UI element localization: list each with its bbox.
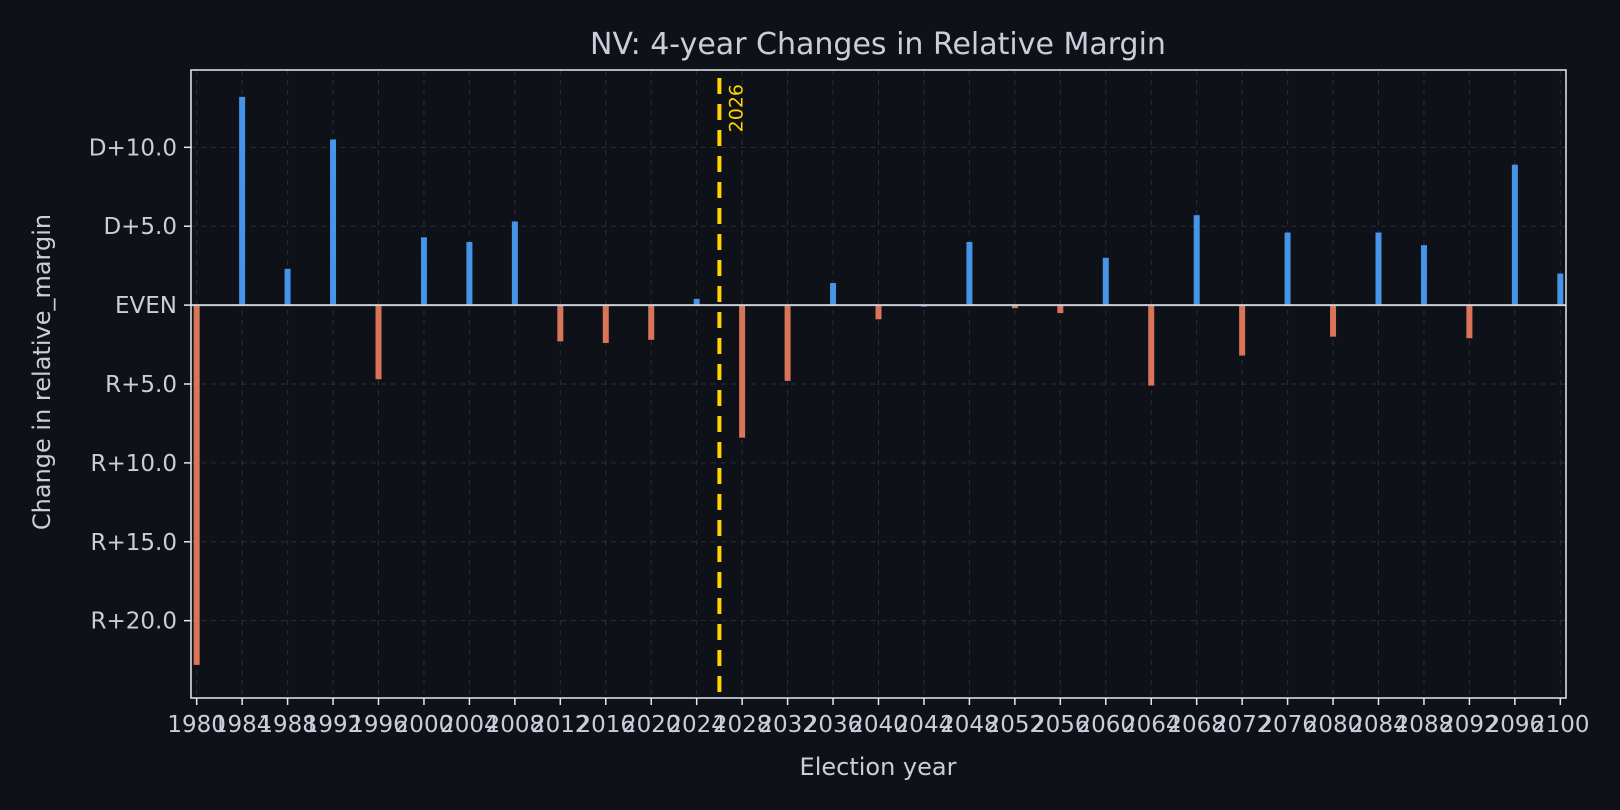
bar-2076 (1284, 232, 1291, 306)
x-tick-label-2032: 2032 (758, 712, 817, 738)
bar-2000 (420, 237, 427, 306)
bar-2052 (1011, 305, 1018, 309)
bar-2088 (1420, 245, 1427, 306)
bar-2016 (602, 305, 609, 343)
bar-2008 (511, 221, 518, 306)
bar-2100 (1557, 273, 1564, 306)
bar-2028 (739, 305, 746, 438)
x-tick-label-2040: 2040 (849, 712, 908, 738)
bar-2096 (1511, 164, 1518, 306)
x-tick-label-2036: 2036 (804, 712, 863, 738)
x-tick-label-2068: 2068 (1167, 712, 1226, 738)
y-tick-label: D+5.0 (103, 214, 177, 240)
y-tick-label: D+10.0 (89, 135, 177, 161)
bar-1996 (375, 305, 382, 380)
bar-2040 (875, 305, 882, 320)
bar-2012 (557, 305, 564, 342)
x-tick-label-2056: 2056 (1031, 712, 1090, 738)
bar-2048 (966, 241, 973, 306)
y-tick-label: R+15.0 (91, 530, 177, 556)
x-tick-label-2024: 2024 (667, 712, 726, 738)
bar-1980 (193, 305, 200, 665)
bar-2024 (693, 298, 700, 306)
bar-2080 (1330, 305, 1337, 337)
y-tick-labels: D+10.0 D+5.0 EVEN R+5.0 R+10.0 R+15.0 R+20.0 (89, 135, 191, 635)
bar-2068 (1193, 215, 1200, 306)
y-axis-label: Change in relative_margin (28, 214, 56, 530)
x-tick-label-2088: 2088 (1395, 712, 1454, 738)
bar-2020 (648, 305, 655, 340)
bars (193, 96, 1564, 665)
x-tick-label-2072: 2072 (1213, 712, 1272, 738)
x-tick-label-2048: 2048 (940, 712, 999, 738)
bar-1988 (284, 268, 291, 306)
x-tick-label-2080: 2080 (1304, 712, 1363, 738)
x-tick-label-2004: 2004 (440, 712, 499, 738)
x-tick-label-2100: 2100 (1531, 712, 1590, 738)
x-tick-label-2084: 2084 (1349, 712, 1408, 738)
x-tick-label-2060: 2060 (1076, 712, 1135, 738)
bar-2036 (830, 283, 837, 306)
x-tick-label-2000: 2000 (395, 712, 454, 738)
x-tick-label-2028: 2028 (713, 712, 772, 738)
y-tick-label: R+20.0 (91, 609, 177, 635)
x-tick-label-2044: 2044 (895, 712, 954, 738)
x-tick-label-2064: 2064 (1122, 712, 1181, 738)
bar-1984 (239, 96, 246, 306)
x-tick-label-2096: 2096 (1486, 712, 1545, 738)
x-tick-label-1996: 1996 (349, 712, 408, 738)
x-tick-labels: 1980198419881992199620002004200820122016… (167, 698, 1590, 738)
x-tick-label-2052: 2052 (986, 712, 1045, 738)
x-tick-label-1988: 1988 (258, 712, 317, 738)
bar-2072 (1239, 305, 1246, 356)
x-tick-label-2008: 2008 (486, 712, 545, 738)
bar-2056 (1057, 305, 1064, 313)
bar-2092 (1466, 305, 1473, 339)
overlay: 2026 (191, 78, 1566, 698)
y-tick-label: EVEN (115, 293, 177, 319)
x-tick-label-1984: 1984 (213, 712, 272, 738)
marker-label-2026: 2026 (725, 84, 747, 132)
x-tick-label-2076: 2076 (1258, 712, 1317, 738)
x-tick-label-2020: 2020 (622, 712, 681, 738)
bar-1992 (330, 139, 337, 306)
x-tick-label-1992: 1992 (304, 712, 363, 738)
bar-2084 (1375, 232, 1382, 306)
x-tick-label-2016: 2016 (576, 712, 635, 738)
bar-2032 (784, 305, 791, 381)
x-axis-label: Election year (800, 753, 957, 781)
x-tick-label-2012: 2012 (531, 712, 590, 738)
x-tick-label-1980: 1980 (167, 712, 226, 738)
bar-2064 (1148, 305, 1155, 386)
x-tick-label-2092: 2092 (1440, 712, 1499, 738)
chart-title: NV: 4-year Changes in Relative Margin (590, 27, 1166, 62)
bar-2060 (1102, 257, 1109, 306)
y-tick-label: R+10.0 (91, 451, 177, 477)
bar-2004 (466, 241, 473, 306)
y-tick-label: R+5.0 (105, 372, 177, 398)
